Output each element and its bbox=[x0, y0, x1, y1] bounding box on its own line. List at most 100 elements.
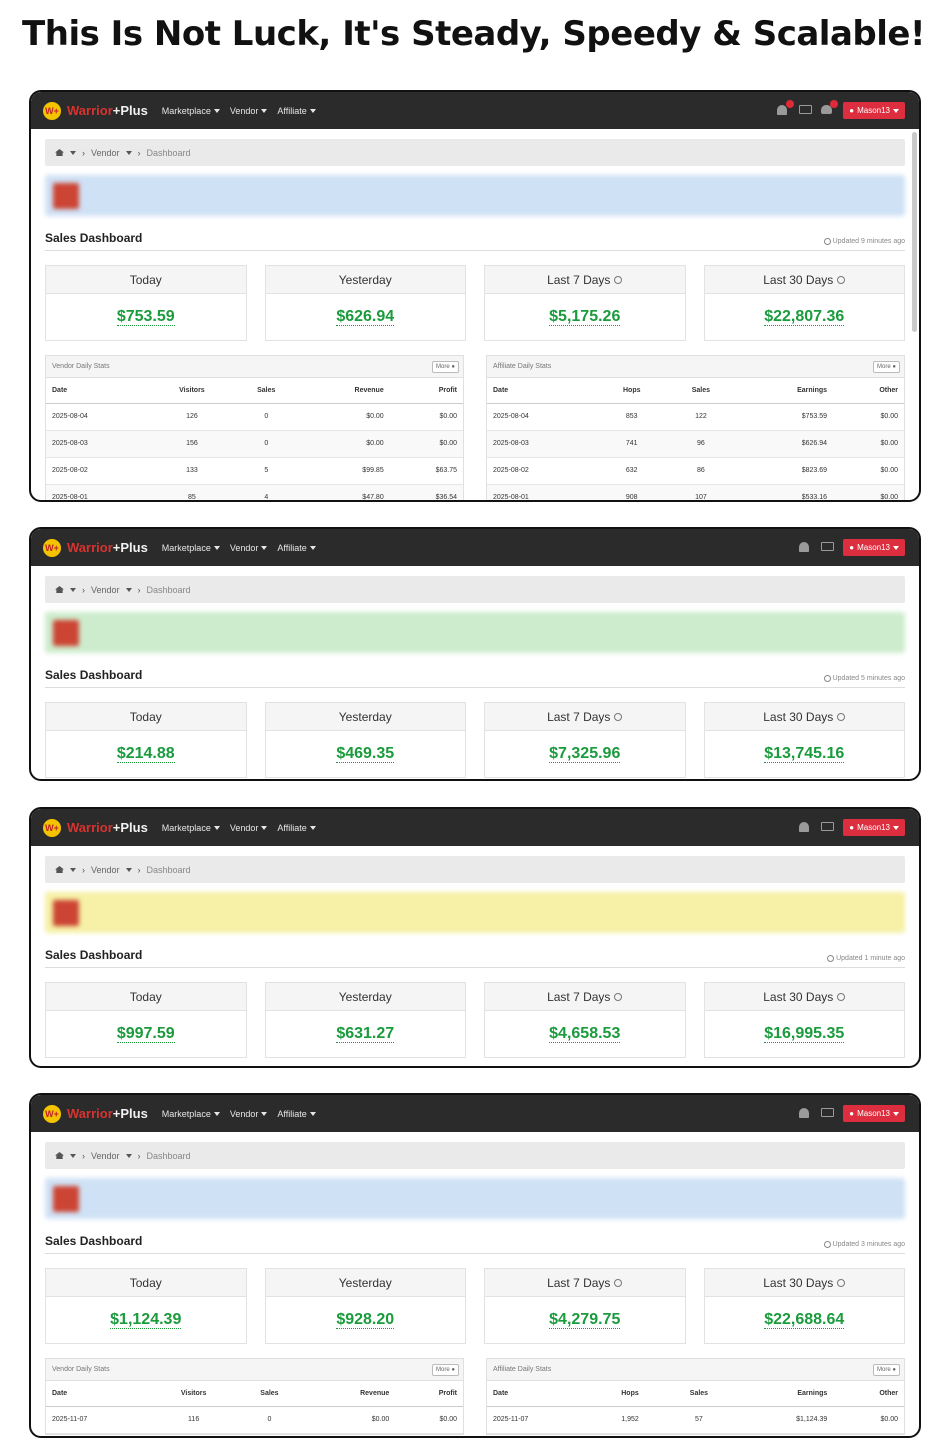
column-header[interactable]: Profit bbox=[389, 378, 463, 404]
card-value[interactable]: $753.59 bbox=[116, 307, 175, 326]
warriorplus-logo[interactable]: W+ Warrior+Plus bbox=[43, 101, 148, 120]
page-scrollbar[interactable] bbox=[912, 132, 917, 332]
warriorplus-logo[interactable]: W+ Warrior+Plus bbox=[43, 538, 148, 557]
card-value[interactable]: $4,279.75 bbox=[549, 1310, 621, 1329]
card-value[interactable]: $22,807.36 bbox=[764, 307, 845, 326]
logo-plus-text: +Plus bbox=[112, 540, 148, 555]
nav-marketplace[interactable]: Marketplace bbox=[162, 1109, 220, 1119]
column-header[interactable]: Revenue bbox=[299, 378, 390, 404]
nav-affiliate[interactable]: Affiliate bbox=[277, 106, 316, 116]
table-cell: $47.80 bbox=[299, 484, 390, 500]
nav-vendor[interactable]: Vendor bbox=[230, 543, 268, 553]
nav-marketplace[interactable]: Marketplace bbox=[162, 106, 220, 116]
earnings-button[interactable] bbox=[821, 822, 835, 833]
column-header[interactable]: Hops bbox=[597, 378, 666, 404]
column-header[interactable]: Hops bbox=[595, 1381, 665, 1407]
earnings-button[interactable] bbox=[821, 542, 835, 553]
nav-affiliate[interactable]: Affiliate bbox=[277, 543, 316, 553]
table-cell: 85 bbox=[150, 484, 234, 500]
info-icon[interactable] bbox=[837, 1278, 846, 1287]
announcement-banner[interactable] bbox=[45, 1178, 905, 1219]
notification-count-badge bbox=[786, 100, 795, 108]
nav-vendor[interactable]: Vendor bbox=[230, 1109, 268, 1119]
nav-vendor[interactable]: Vendor bbox=[230, 823, 268, 833]
notifications-button[interactable] bbox=[799, 1108, 811, 1119]
home-icon[interactable] bbox=[55, 586, 64, 593]
breadcrumb-vendor[interactable]: Vendor bbox=[91, 1150, 120, 1161]
notifications-button[interactable] bbox=[777, 100, 795, 116]
referrals-button[interactable] bbox=[821, 100, 839, 116]
column-header[interactable]: Sales bbox=[664, 1381, 734, 1407]
more-button[interactable]: More ● bbox=[873, 360, 900, 373]
user-menu-button[interactable]: ● Mason13 bbox=[843, 102, 905, 119]
more-button[interactable]: More ● bbox=[873, 1363, 900, 1376]
column-header[interactable]: Other bbox=[833, 1381, 904, 1407]
warriorplus-logo[interactable]: W+ Warrior+Plus bbox=[43, 1104, 148, 1123]
info-icon[interactable] bbox=[614, 712, 623, 721]
breadcrumb-vendor[interactable]: Vendor bbox=[91, 584, 120, 595]
column-header[interactable]: Date bbox=[46, 378, 151, 404]
home-icon[interactable] bbox=[55, 1152, 64, 1159]
table-cell: 133 bbox=[150, 457, 234, 485]
card-label: Today bbox=[129, 709, 162, 724]
announcement-banner[interactable] bbox=[45, 892, 905, 933]
card-value[interactable]: $5,175.26 bbox=[549, 307, 621, 326]
nav-affiliate[interactable]: Affiliate bbox=[277, 1109, 316, 1119]
notifications-button[interactable] bbox=[799, 822, 811, 833]
column-header[interactable]: Sales bbox=[665, 378, 736, 404]
announcement-banner[interactable] bbox=[45, 175, 905, 216]
column-header[interactable]: Visitors bbox=[150, 378, 234, 404]
user-menu-button[interactable]: ● Mason13 bbox=[843, 819, 905, 836]
card-value[interactable]: $631.27 bbox=[336, 1024, 395, 1043]
column-header[interactable]: Visitors bbox=[151, 1381, 236, 1407]
more-button[interactable]: More ● bbox=[432, 1363, 459, 1376]
column-header[interactable]: Earnings bbox=[735, 378, 834, 404]
card-value[interactable]: $13,745.16 bbox=[764, 744, 845, 763]
sales-card-last-7-days: Last 7 Days $5,175.26 bbox=[484, 265, 686, 341]
nav-vendor[interactable]: Vendor bbox=[230, 106, 268, 116]
breadcrumb-vendor[interactable]: Vendor bbox=[91, 864, 120, 875]
info-icon[interactable] bbox=[614, 275, 623, 284]
user-menu-button[interactable]: ● Mason13 bbox=[843, 1105, 905, 1122]
user-menu-button[interactable]: ● Mason13 bbox=[843, 539, 905, 556]
card-value[interactable]: $1,124.39 bbox=[110, 1310, 182, 1329]
column-header[interactable]: Profit bbox=[395, 1381, 463, 1407]
card-value[interactable]: $997.59 bbox=[116, 1024, 175, 1043]
card-value[interactable]: $469.35 bbox=[336, 744, 395, 763]
info-icon[interactable] bbox=[614, 992, 623, 1001]
table-cell: $63.75 bbox=[389, 457, 463, 485]
announcement-banner[interactable] bbox=[45, 612, 905, 653]
table-cell: $0.00 bbox=[833, 403, 904, 431]
card-value[interactable]: $928.20 bbox=[336, 1310, 395, 1329]
card-value[interactable]: $626.94 bbox=[336, 307, 395, 326]
nav-marketplace[interactable]: Marketplace bbox=[162, 823, 220, 833]
card-value[interactable]: $16,995.35 bbox=[764, 1024, 845, 1043]
column-header[interactable]: Date bbox=[487, 378, 598, 404]
column-header[interactable]: Revenue bbox=[303, 1381, 396, 1407]
column-header[interactable]: Earnings bbox=[733, 1381, 834, 1407]
column-header[interactable]: Other bbox=[833, 378, 904, 404]
nav-marketplace[interactable]: Marketplace bbox=[162, 543, 220, 553]
breadcrumb: › Vendor › Dashboard bbox=[45, 856, 905, 883]
warriorplus-logo[interactable]: W+ Warrior+Plus bbox=[43, 818, 148, 837]
earnings-button[interactable] bbox=[821, 1108, 835, 1119]
home-icon[interactable] bbox=[55, 149, 64, 156]
column-header[interactable]: Sales bbox=[233, 378, 300, 404]
home-icon[interactable] bbox=[55, 866, 64, 873]
breadcrumb-vendor[interactable]: Vendor bbox=[91, 147, 120, 158]
card-value[interactable]: $22,688.64 bbox=[764, 1310, 845, 1329]
info-icon[interactable] bbox=[614, 1278, 623, 1287]
info-icon[interactable] bbox=[837, 992, 846, 1001]
more-button[interactable]: More ● bbox=[432, 360, 459, 373]
earnings-button[interactable] bbox=[799, 105, 813, 116]
column-header[interactable]: Date bbox=[46, 1381, 152, 1407]
column-header[interactable]: Sales bbox=[235, 1381, 304, 1407]
column-header[interactable]: Date bbox=[487, 1381, 596, 1407]
info-icon[interactable] bbox=[837, 712, 846, 721]
nav-affiliate[interactable]: Affiliate bbox=[277, 823, 316, 833]
notifications-button[interactable] bbox=[799, 542, 811, 553]
info-icon[interactable] bbox=[837, 275, 846, 284]
card-value[interactable]: $7,325.96 bbox=[549, 744, 621, 763]
card-value[interactable]: $4,658.53 bbox=[549, 1024, 621, 1043]
card-value[interactable]: $214.88 bbox=[116, 744, 175, 763]
